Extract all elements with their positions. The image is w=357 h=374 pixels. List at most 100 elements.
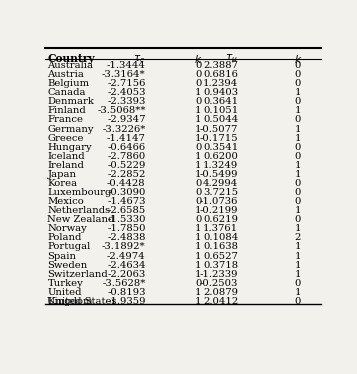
Text: 0: 0 — [295, 70, 301, 79]
Text: 0: 0 — [195, 197, 201, 206]
Text: 0: 0 — [295, 297, 301, 306]
Text: Country: Country — [47, 53, 95, 64]
Text: Iceland: Iceland — [47, 152, 85, 161]
Text: 1: 1 — [195, 288, 201, 297]
Text: 2.3887: 2.3887 — [203, 61, 238, 70]
Text: 0.1051: 0.1051 — [203, 106, 238, 115]
Text: Netherlands: Netherlands — [47, 206, 111, 215]
Text: $\tau_c$: $\tau_c$ — [133, 53, 146, 65]
Text: -1.4147: -1.4147 — [107, 134, 146, 142]
Text: 0: 0 — [195, 179, 201, 188]
Text: Norway: Norway — [47, 224, 87, 233]
Text: Australia: Australia — [47, 61, 94, 70]
Text: 1: 1 — [195, 297, 201, 306]
Text: 1: 1 — [195, 125, 201, 134]
Text: -2.4974: -2.4974 — [107, 251, 146, 261]
Text: 0: 0 — [295, 152, 301, 161]
Text: 1: 1 — [195, 206, 201, 215]
Text: 0.3641: 0.3641 — [203, 97, 238, 106]
Text: 1: 1 — [295, 106, 301, 115]
Text: 0.6219: 0.6219 — [203, 215, 238, 224]
Text: 0.6200: 0.6200 — [203, 152, 238, 161]
Text: -0.2503: -0.2503 — [200, 279, 238, 288]
Text: 0.9403: 0.9403 — [203, 88, 238, 97]
Text: 1.3249: 1.3249 — [203, 161, 238, 170]
Text: Belgium: Belgium — [47, 79, 90, 88]
Text: Turkey: Turkey — [47, 279, 83, 288]
Text: 1: 1 — [195, 233, 201, 242]
Text: 1.3761: 1.3761 — [203, 224, 238, 233]
Text: -2.7860: -2.7860 — [107, 152, 146, 161]
Text: 0.3541: 0.3541 — [203, 142, 238, 151]
Text: 0: 0 — [195, 61, 201, 70]
Text: Luxembourg: Luxembourg — [47, 188, 112, 197]
Text: 1: 1 — [295, 161, 301, 170]
Text: -2.2852: -2.2852 — [107, 170, 146, 179]
Text: 1: 1 — [195, 261, 201, 270]
Text: 1: 1 — [295, 261, 301, 270]
Text: Ireland: Ireland — [47, 161, 84, 170]
Text: 0: 0 — [195, 79, 201, 88]
Text: $k$: $k$ — [194, 53, 202, 65]
Text: 0: 0 — [295, 179, 301, 188]
Text: 1: 1 — [195, 170, 201, 179]
Text: -0.5077: -0.5077 — [200, 125, 238, 134]
Text: -1.2339: -1.2339 — [200, 270, 238, 279]
Text: Canada: Canada — [47, 88, 86, 97]
Text: $\tau_\mu$: $\tau_\mu$ — [226, 53, 238, 65]
Text: -1.3444: -1.3444 — [107, 61, 146, 70]
Text: 1: 1 — [195, 88, 201, 97]
Text: 1: 1 — [195, 106, 201, 115]
Text: 0: 0 — [195, 215, 201, 224]
Text: -1.9359: -1.9359 — [107, 297, 146, 306]
Text: 0: 0 — [195, 142, 201, 151]
Text: 0: 0 — [295, 188, 301, 197]
Text: Greece: Greece — [47, 134, 84, 142]
Text: -3.3226*: -3.3226* — [102, 125, 146, 134]
Text: 1.2394: 1.2394 — [203, 79, 238, 88]
Text: 0: 0 — [295, 197, 301, 206]
Text: -1.4673: -1.4673 — [107, 197, 146, 206]
Text: Spain: Spain — [47, 251, 76, 261]
Text: -0.5499: -0.5499 — [200, 170, 238, 179]
Text: 1: 1 — [195, 116, 201, 125]
Text: Germany: Germany — [47, 125, 94, 134]
Text: -1.0736: -1.0736 — [200, 197, 238, 206]
Text: 0.3718: 0.3718 — [203, 261, 238, 270]
Text: -2.2063: -2.2063 — [107, 270, 146, 279]
Text: -1.7850: -1.7850 — [107, 224, 146, 233]
Text: 1: 1 — [295, 170, 301, 179]
Text: United
Kingdom: United Kingdom — [47, 288, 93, 306]
Text: -3.5628*: -3.5628* — [102, 279, 146, 288]
Text: 0: 0 — [195, 97, 201, 106]
Text: Denmark: Denmark — [47, 97, 94, 106]
Text: 0.6527: 0.6527 — [203, 251, 238, 261]
Text: -0.8193: -0.8193 — [107, 288, 146, 297]
Text: 1: 1 — [295, 206, 301, 215]
Text: 0.1084: 0.1084 — [203, 233, 238, 242]
Text: 4.2994: 4.2994 — [203, 179, 238, 188]
Text: 0: 0 — [295, 61, 301, 70]
Text: 1: 1 — [295, 134, 301, 142]
Text: 1: 1 — [295, 224, 301, 233]
Text: -3.1892*: -3.1892* — [102, 242, 146, 251]
Text: 0: 0 — [295, 116, 301, 125]
Text: 0: 0 — [295, 142, 301, 151]
Text: Switzerland: Switzerland — [47, 270, 108, 279]
Text: 1: 1 — [195, 251, 201, 261]
Text: Mexico: Mexico — [47, 197, 84, 206]
Text: Portugal: Portugal — [47, 242, 91, 251]
Text: -2.6585: -2.6585 — [107, 206, 146, 215]
Text: 0: 0 — [295, 97, 301, 106]
Text: Korea: Korea — [47, 179, 77, 188]
Text: -0.4428: -0.4428 — [107, 179, 146, 188]
Text: 0: 0 — [295, 215, 301, 224]
Text: -2.9347: -2.9347 — [107, 116, 146, 125]
Text: -2.4838: -2.4838 — [107, 233, 146, 242]
Text: 1: 1 — [195, 242, 201, 251]
Text: $k$: $k$ — [293, 53, 302, 65]
Text: -2.3393: -2.3393 — [107, 97, 146, 106]
Text: 1: 1 — [295, 125, 301, 134]
Text: Finland: Finland — [47, 106, 86, 115]
Text: -0.5229: -0.5229 — [107, 161, 146, 170]
